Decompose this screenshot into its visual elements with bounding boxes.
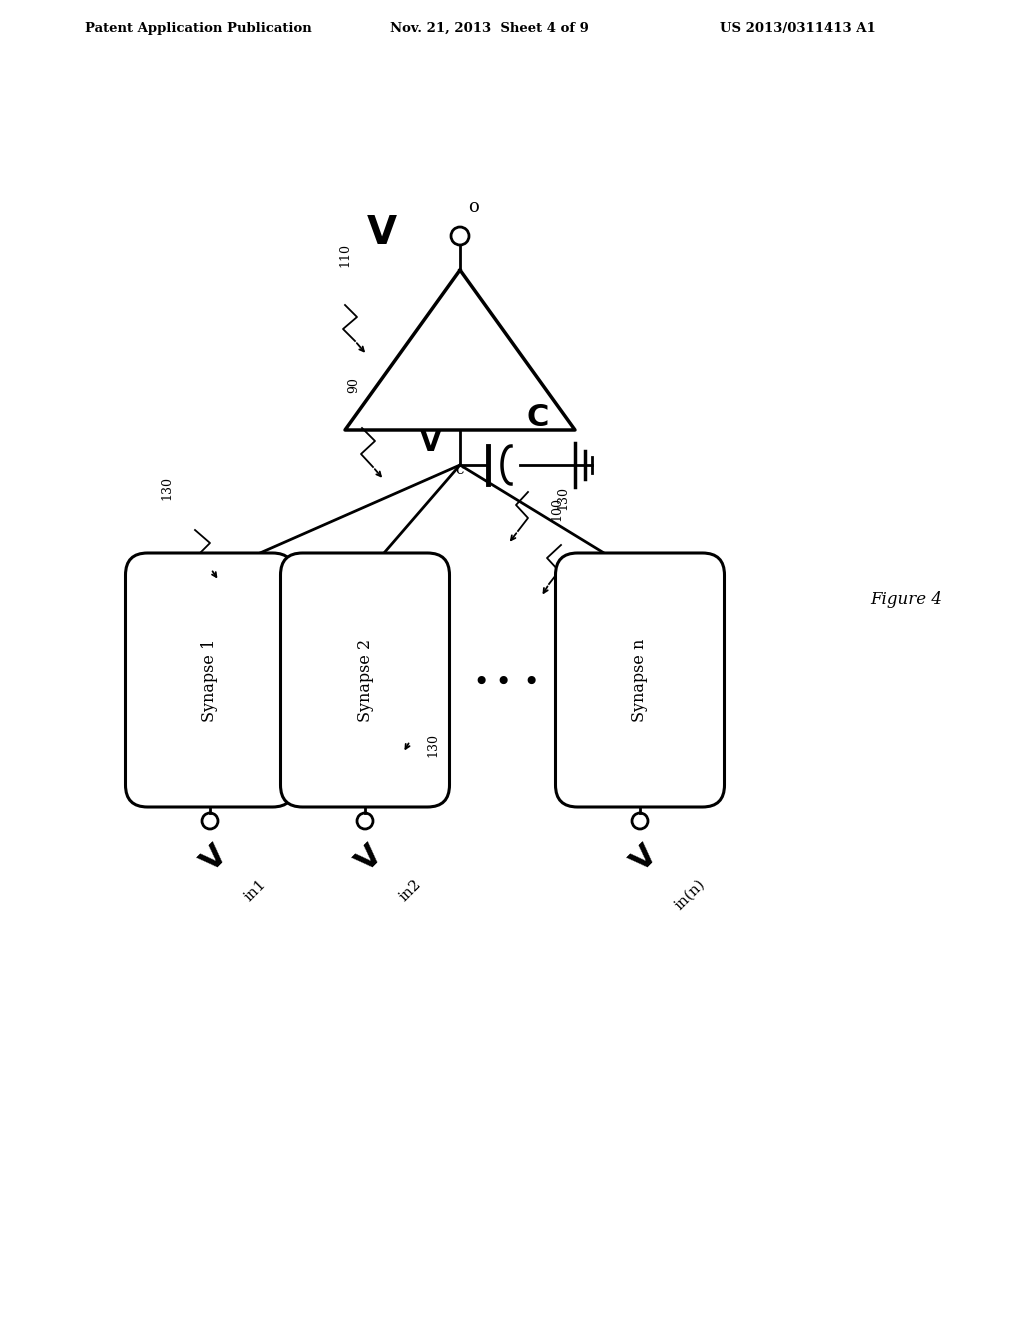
- Text: Synapse 1: Synapse 1: [202, 639, 218, 722]
- Text: in(n): in(n): [672, 876, 708, 913]
- Text: 90: 90: [347, 378, 360, 393]
- Text: 100: 100: [550, 498, 563, 521]
- Text: in2: in2: [397, 876, 424, 904]
- FancyBboxPatch shape: [126, 553, 295, 807]
- Text: $\bullet\bullet\bullet$: $\bullet\bullet\bullet$: [472, 667, 538, 693]
- Text: Synapse n: Synapse n: [632, 639, 648, 722]
- Text: US 2013/0311413 A1: US 2013/0311413 A1: [720, 22, 876, 36]
- Text: $\mathbf{V}$: $\mathbf{V}$: [625, 840, 665, 879]
- Text: o: o: [468, 198, 479, 216]
- Text: Synapse 2: Synapse 2: [356, 639, 374, 722]
- FancyBboxPatch shape: [555, 553, 725, 807]
- Text: 110: 110: [339, 243, 351, 267]
- Text: Figure 4: Figure 4: [870, 591, 942, 609]
- Text: $\mathbf{V}$: $\mathbf{V}$: [195, 840, 234, 879]
- Text: $\mathbf{V}$: $\mathbf{V}$: [367, 215, 398, 252]
- Text: 130: 130: [427, 733, 439, 756]
- Text: 130: 130: [161, 477, 173, 500]
- FancyBboxPatch shape: [281, 553, 450, 807]
- Text: in1: in1: [242, 876, 269, 904]
- Text: 130: 130: [556, 486, 569, 510]
- Text: $\mathbf{V}$: $\mathbf{V}$: [419, 430, 442, 457]
- Text: $\mathbf{V}$: $\mathbf{V}$: [350, 840, 390, 879]
- Text: Patent Application Publication: Patent Application Publication: [85, 22, 311, 36]
- Text: Nov. 21, 2013  Sheet 4 of 9: Nov. 21, 2013 Sheet 4 of 9: [390, 22, 589, 36]
- Text: $\mathbf{C}$: $\mathbf{C}$: [525, 403, 548, 433]
- Text: c: c: [455, 463, 464, 477]
